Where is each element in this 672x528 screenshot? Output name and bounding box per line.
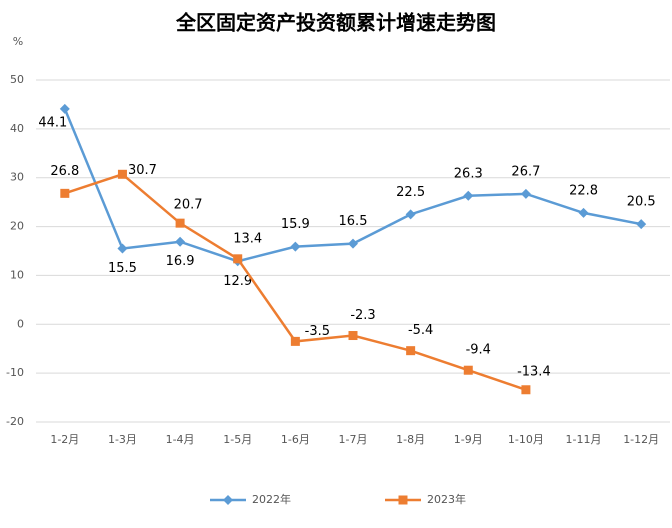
- x-tick-label: 1-2月: [50, 433, 79, 446]
- y-tick-label: -10: [6, 366, 24, 379]
- point: [59, 103, 70, 114]
- point: [636, 219, 647, 230]
- point: [290, 241, 301, 252]
- x-tick-label: 1-12月: [623, 433, 659, 446]
- y-axis-label: %: [13, 35, 23, 48]
- point: [233, 254, 243, 264]
- series-line: [63, 108, 642, 263]
- x-tick-label: 1-6月: [281, 433, 310, 446]
- data-label: -13.4: [517, 364, 551, 379]
- point: [578, 207, 589, 218]
- x-tick-label: 1-7月: [339, 433, 368, 446]
- point: [175, 218, 185, 228]
- data-label: 13.4: [233, 231, 262, 246]
- chart-title: 全区固定资产投资额累计增速走势图: [175, 11, 496, 35]
- point: [520, 188, 531, 199]
- point: [60, 188, 70, 198]
- legend-marker: [223, 495, 233, 505]
- y-tick-label: 30: [10, 171, 24, 184]
- x-tick-label: 1-3月: [108, 433, 137, 446]
- data-label: 20.5: [627, 195, 656, 210]
- y-tick-label: 0: [17, 317, 24, 330]
- data-label: -3.5: [305, 324, 330, 339]
- data-label: 22.5: [396, 185, 425, 200]
- legend-marker: [398, 495, 408, 505]
- point: [463, 190, 474, 201]
- data-label: 26.7: [511, 164, 540, 179]
- data-label: 26.3: [454, 166, 483, 181]
- point: [175, 236, 186, 247]
- series-line: [64, 172, 527, 391]
- x-tick-label: 1-8月: [396, 433, 425, 446]
- point: [117, 169, 127, 179]
- x-tick-label: 1-11月: [566, 433, 602, 446]
- data-label: 16.9: [166, 254, 195, 269]
- point: [406, 346, 416, 356]
- point: [290, 336, 300, 346]
- point: [348, 331, 358, 341]
- x-tick-label: 1-4月: [166, 433, 195, 446]
- data-label: -5.4: [408, 323, 433, 338]
- y-tick-label: -20: [6, 415, 24, 428]
- legend-label: 2022年: [252, 492, 291, 506]
- data-label: 44.1: [38, 115, 67, 130]
- x-tick-label: 1-9月: [454, 433, 483, 446]
- data-label: 30.7: [128, 163, 157, 178]
- y-tick-label: 20: [10, 220, 24, 233]
- data-label: 16.5: [339, 214, 368, 229]
- x-tick-label: 1-10月: [508, 433, 544, 446]
- data-label: 12.9: [223, 274, 252, 289]
- data-label: -9.4: [466, 343, 491, 358]
- point: [463, 365, 473, 375]
- point: [405, 209, 416, 220]
- point: [117, 243, 128, 254]
- data-label: 15.5: [108, 261, 137, 276]
- data-label: 26.8: [50, 164, 79, 179]
- y-tick-label: 40: [10, 122, 24, 135]
- y-tick-label: 50: [10, 73, 24, 86]
- y-tick-label: 10: [10, 268, 24, 281]
- point: [348, 238, 358, 249]
- data-label: 20.7: [174, 198, 203, 213]
- data-label: 22.8: [569, 183, 598, 198]
- data-label: -2.3: [350, 308, 375, 323]
- data-label: 15.9: [281, 217, 310, 232]
- legend-label: 2023年: [427, 492, 466, 506]
- x-tick-label: 1-5月: [223, 433, 252, 446]
- point: [521, 385, 531, 395]
